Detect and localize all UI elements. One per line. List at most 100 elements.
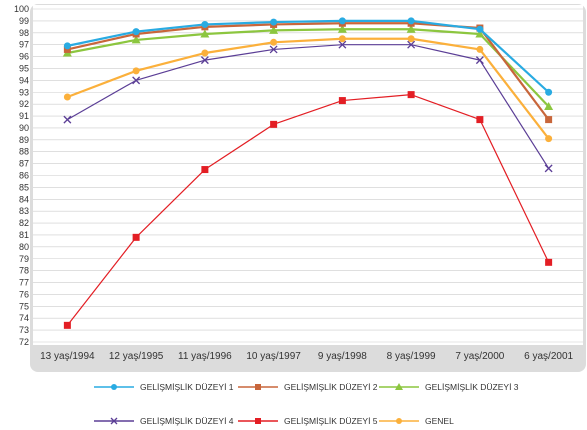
legend-label: GELİŞMİŞLİK DÜZEYİ 3 (425, 382, 519, 392)
grid-lines (33, 8, 583, 343)
y-tick-label: 100 (14, 4, 29, 14)
data-point (111, 384, 117, 390)
data-point (63, 42, 71, 50)
data-point (131, 35, 141, 44)
data-point (132, 28, 140, 36)
series-lines (62, 17, 554, 329)
data-point (407, 35, 415, 43)
data-point (338, 40, 347, 49)
data-point (338, 97, 346, 105)
data-point (476, 116, 484, 124)
data-point (270, 120, 278, 128)
x-tick-label: 12 yaş/1995 (109, 351, 164, 362)
legend-item: GELİŞMİŞLİK DÜZEYİ 4 (94, 416, 234, 426)
data-point (201, 49, 209, 57)
data-point (132, 76, 141, 85)
legend-label: GELİŞMİŞLİK DÜZEYİ 5 (284, 416, 378, 426)
series-1 (63, 17, 553, 96)
y-tick-label: 93 (19, 87, 29, 97)
legend-label: GENEL (425, 416, 454, 426)
data-point (395, 383, 403, 390)
y-tick-label: 96 (19, 52, 29, 62)
y-tick-label: 99 (19, 16, 29, 26)
y-tick-label: 74 (19, 313, 29, 323)
y-tick-label: 95 (19, 63, 29, 73)
data-point (407, 17, 415, 25)
data-point (544, 164, 553, 173)
data-point (269, 25, 279, 34)
data-point (132, 67, 140, 75)
y-tick-label: 79 (19, 254, 29, 264)
y-tick-label: 94 (19, 75, 29, 85)
y-tick-label: 82 (19, 218, 29, 228)
data-point (545, 135, 553, 143)
data-point (63, 45, 71, 53)
data-point (201, 166, 209, 174)
data-point (545, 258, 553, 266)
data-point (476, 45, 484, 53)
data-point (110, 417, 118, 425)
y-tick-label: 72 (19, 337, 29, 347)
y-tick-label: 89 (19, 135, 29, 145)
y-tick-label: 73 (19, 325, 29, 335)
plot-area (33, 5, 583, 345)
series-5 (63, 91, 553, 329)
data-point (337, 24, 347, 33)
data-point (406, 24, 416, 33)
x-tick-label: 10 yaş/1997 (246, 351, 301, 362)
legend: GELİŞMİŞLİK DÜZEYİ 1 GELİŞMİŞLİK DÜZEYİ 2… (94, 382, 519, 426)
y-tick-label: 75 (19, 301, 29, 311)
series-line (67, 44, 550, 169)
y-tick-label: 77 (19, 278, 29, 288)
series-line (66, 37, 550, 140)
data-point (407, 40, 416, 49)
data-point (255, 418, 261, 424)
y-tick-label: 91 (19, 111, 29, 121)
x-tick-label: 6 yaş/2001 (524, 351, 573, 362)
series-line (67, 19, 550, 94)
y-tick-label: 85 (19, 182, 29, 192)
legend-item: GENEL (379, 416, 454, 426)
legend-item: GELİŞMİŞLİK DÜZEYİ 5 (238, 416, 378, 426)
y-tick-label: 97 (19, 40, 29, 50)
legend-label: GELİŞMİŞLİK DÜZEYİ 1 (140, 382, 234, 392)
data-point (545, 88, 553, 96)
data-point (396, 418, 402, 424)
data-point (269, 45, 278, 54)
data-point (407, 91, 415, 99)
series-line (67, 28, 550, 108)
data-point (132, 233, 140, 241)
legend-item: GELİŞMİŞLİK DÜZEYİ 2 (238, 382, 378, 392)
legend-item: GELİŞMİŞLİK DÜZEYİ 3 (379, 382, 519, 392)
y-tick-label: 83 (19, 206, 29, 216)
x-tick-label: 9 yaş/1998 (318, 351, 367, 362)
data-point (475, 29, 485, 38)
data-point (338, 35, 346, 43)
y-tick-label: 86 (19, 171, 29, 181)
legend-label: GELİŞMİŞLİK DÜZEYİ 4 (140, 416, 234, 426)
data-point (63, 115, 72, 124)
data-point (201, 20, 209, 28)
legend-label: GELİŞMİŞLİK DÜZEYİ 2 (284, 382, 378, 392)
y-tick-label: 92 (19, 99, 29, 109)
data-point (545, 116, 553, 124)
series-line (66, 94, 550, 326)
y-tick-label: 84 (19, 194, 29, 204)
data-point (270, 18, 278, 26)
data-point (270, 38, 278, 46)
data-point (338, 17, 346, 25)
series-6 (63, 35, 553, 143)
y-tick-label: 90 (19, 123, 29, 133)
data-point (476, 25, 484, 33)
data-point (63, 321, 71, 329)
data-point (544, 102, 554, 111)
y-tick-label: 76 (19, 289, 29, 299)
series-4 (63, 40, 553, 173)
data-point (200, 56, 209, 65)
x-tick-label: 13 yaş/1994 (40, 351, 95, 362)
y-tick-label: 78 (19, 266, 29, 276)
x-axis-ticks: 13 yaş/1994 12 yaş/1995 11 yaş/1996 10 yaş/… (40, 351, 573, 362)
data-point (475, 56, 484, 65)
